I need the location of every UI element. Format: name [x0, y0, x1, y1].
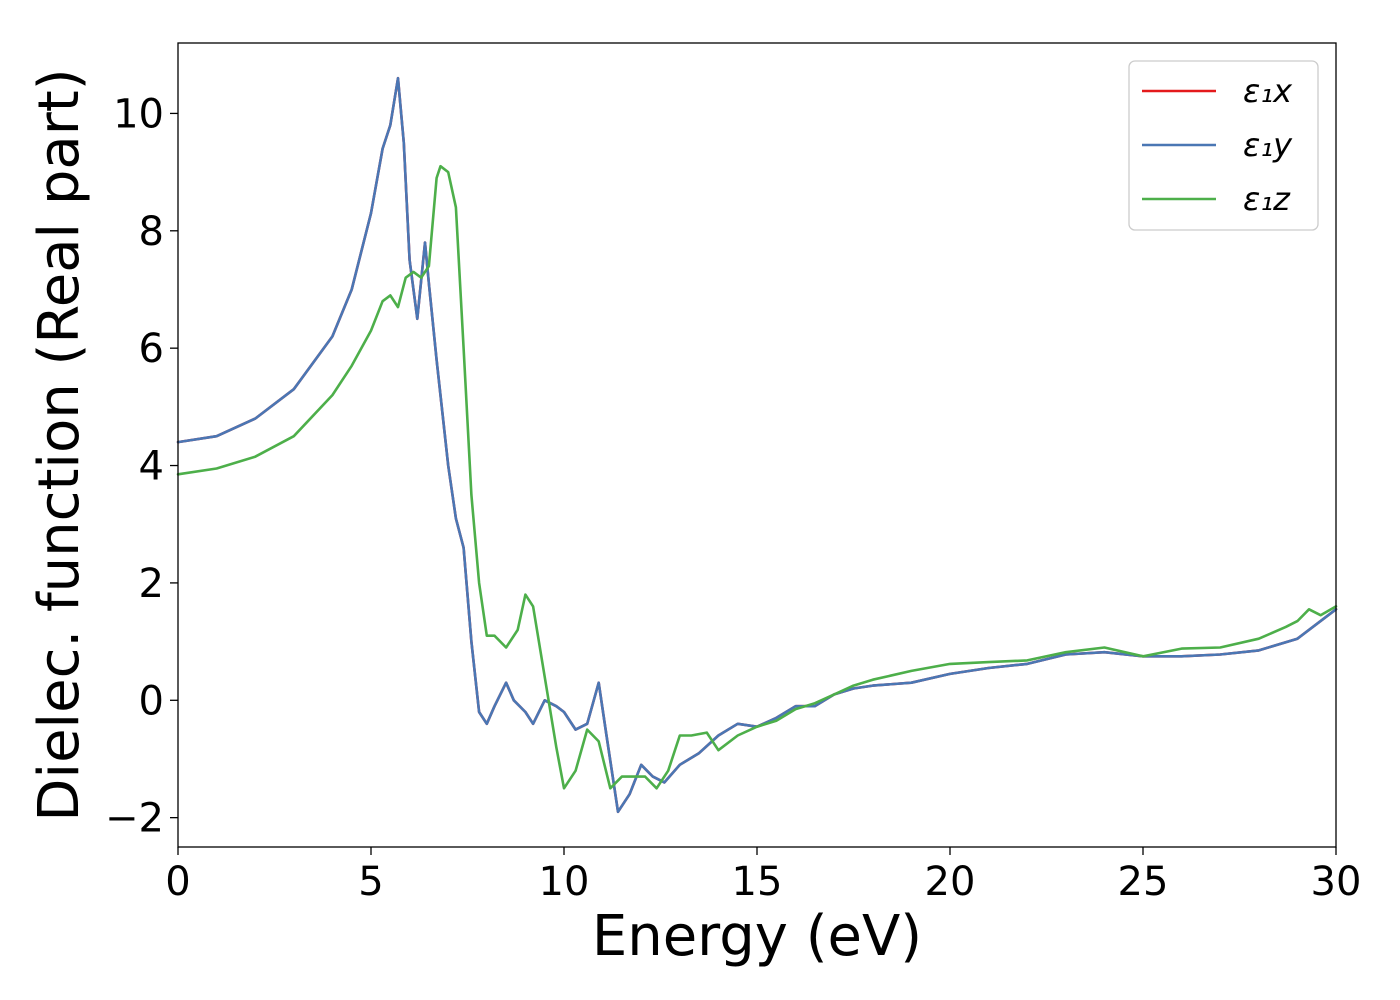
x-tick-label: 10 — [539, 859, 590, 905]
legend-label-0: ε₁x — [1243, 72, 1293, 110]
y-axis-title: Dielec. function (Real part) — [27, 68, 92, 821]
x-tick-label: 15 — [732, 859, 783, 905]
x-tick-label: 5 — [358, 859, 383, 905]
x-tick-label: 20 — [925, 859, 976, 905]
legend: ε₁x ε₁y ε₁z — [1128, 60, 1319, 231]
x-tick-label: 0 — [165, 859, 190, 905]
y-tick-label: 0 — [139, 678, 164, 724]
x-axis-title: Energy (eV) — [592, 904, 922, 969]
legend-frame — [1128, 60, 1319, 231]
series-layer — [176, 76, 1338, 814]
series-line-1 — [176, 76, 1338, 814]
y-tick-label: 8 — [139, 209, 164, 255]
y-tick-label: 4 — [139, 444, 164, 490]
y-tick-label: −2 — [105, 796, 164, 842]
x-tick-label: 30 — [1311, 859, 1362, 905]
x-tick-label: 25 — [1118, 859, 1169, 905]
y-tick-label: 2 — [139, 561, 164, 607]
y-tick-label: 6 — [139, 326, 164, 372]
y-axis: −2 0 2 4 6 8 10 — [105, 91, 178, 842]
series-line-2 — [176, 164, 1338, 790]
legend-label-2: ε₁z — [1243, 180, 1291, 218]
legend-label-1: ε₁y — [1243, 126, 1293, 164]
y-tick-label: 10 — [113, 91, 164, 137]
x-axis: 0 5 10 15 20 25 30 — [165, 847, 1361, 905]
